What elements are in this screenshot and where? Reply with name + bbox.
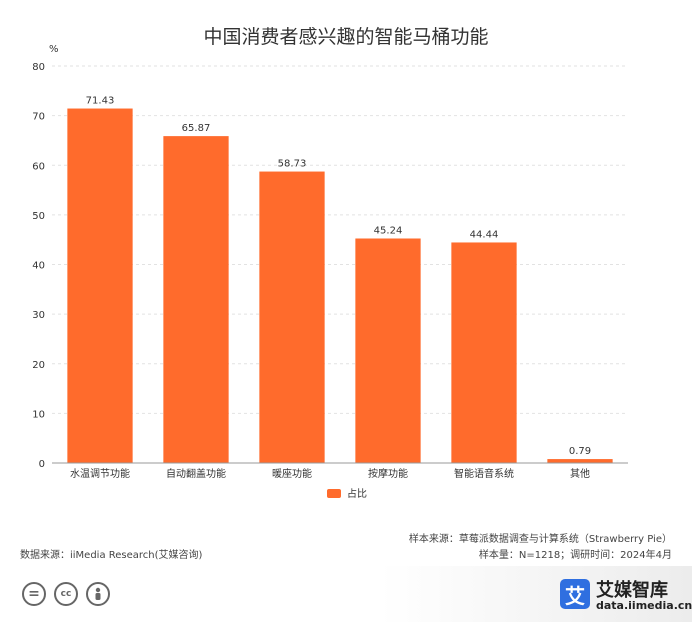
bar — [259, 171, 325, 463]
y-tick-label: 70 — [32, 112, 45, 123]
bar — [451, 242, 517, 463]
data-labels: 71.43 65.87 58.73 45.24 44.44 0.79 — [86, 96, 591, 458]
person-icon — [86, 582, 110, 606]
y-tick-label: 50 — [32, 211, 45, 222]
bar — [355, 238, 421, 463]
y-tick-label: 20 — [32, 360, 45, 371]
bar — [163, 136, 229, 464]
bars — [67, 108, 613, 464]
x-tick-label: 按摩功能 — [368, 467, 408, 480]
x-tick-label: 暖座功能 — [272, 467, 312, 480]
data-label: 0.79 — [569, 446, 591, 457]
cc-icon: cc — [54, 582, 78, 606]
data-label: 58.73 — [278, 159, 307, 170]
y-tick-label: 10 — [32, 409, 45, 420]
grid-lines — [52, 65, 628, 414]
x-tick-label: 自动翻盖功能 — [166, 467, 226, 480]
y-tick-label: 40 — [32, 261, 45, 272]
sample-source-note: 样本来源：草莓派数据调查与计算系统（Strawberry Pie） — [408, 534, 672, 545]
y-tick-label: 30 — [32, 310, 45, 321]
y-tick-label: 80 — [32, 62, 45, 73]
y-tick-label: 0 — [39, 459, 45, 470]
data-label: 71.43 — [86, 96, 115, 107]
bar-chart: % 0 10 20 30 40 50 60 70 80 71.43 65.87 58.73 45.24… — [32, 44, 628, 500]
y-axis-ticks: 0 10 20 30 40 50 60 70 80 — [32, 62, 45, 470]
data-source-note: 数据来源：iiMedia Research(艾媒咨询) — [20, 550, 203, 561]
sample-size-note: 样本量：N=1218；调研时间：2024年4月 — [478, 550, 672, 561]
data-label: 45.24 — [374, 225, 403, 236]
bar — [67, 108, 133, 463]
y-tick-label: 60 — [32, 161, 45, 172]
legend-swatch — [327, 489, 341, 498]
person-glyph — [95, 587, 101, 600]
y-axis-unit: % — [49, 44, 59, 55]
bar — [547, 459, 613, 463]
x-tick-label: 其他 — [570, 467, 590, 480]
x-tick-label: 智能语音系统 — [454, 467, 514, 480]
chart-title: 中国消费者感兴趣的智能马桶功能 — [203, 26, 489, 48]
brand-url: data.iimedia.cn — [596, 599, 692, 612]
brand-logo: 艾 — [560, 579, 590, 609]
brand-name: 艾媒智库 — [596, 580, 668, 601]
legend-label: 占比 — [347, 487, 367, 500]
equal-icon: = — [22, 582, 46, 606]
x-tick-label: 水温调节功能 — [70, 467, 130, 480]
legend: 占比 — [327, 487, 367, 500]
x-axis-ticks: 水温调节功能 自动翻盖功能 暖座功能 按摩功能 智能语音系统 其他 — [70, 467, 590, 480]
data-label: 65.87 — [182, 123, 211, 134]
data-label: 44.44 — [470, 229, 499, 240]
